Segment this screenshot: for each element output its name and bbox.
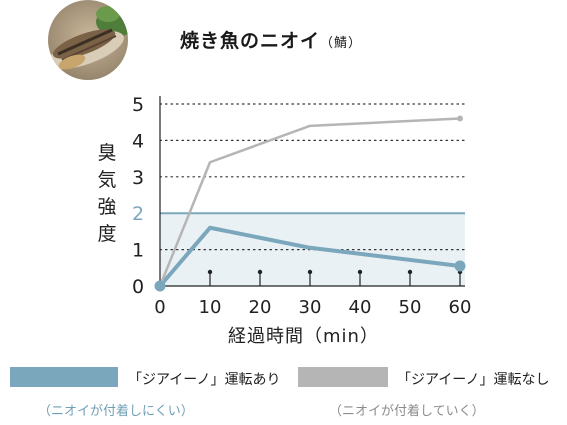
legend-swatch-with (10, 367, 118, 387)
y-tick-label: 4 (132, 130, 144, 152)
x-axis-label: 経過時間（min） (228, 326, 379, 347)
x-tick-dot (307, 269, 313, 275)
legend-note-with: （ニオイが付着しにくい） (38, 404, 194, 419)
x-tick-dot (357, 269, 363, 275)
legend-note-without: （ニオイが付着していく） (329, 404, 485, 419)
origin-point (154, 280, 166, 292)
x-tick-label: 60 (449, 297, 472, 318)
series-end-point-without (457, 115, 463, 122)
legend-label-without: 「ジアイーノ」運転なし (397, 372, 550, 388)
chart-title-main: 焼き魚のニオイ (180, 30, 321, 52)
y-tick-label: 5 (132, 94, 144, 116)
y-tick-label: 0 (132, 276, 144, 298)
x-tick-dot (257, 269, 263, 275)
y-axis-label-char: 臭 (97, 142, 117, 164)
y-tick-label: 3 (132, 167, 144, 189)
x-tick-label: 10 (199, 297, 222, 318)
legend-label-with: 「ジアイーノ」運転あり (128, 372, 281, 388)
x-tick-label: 40 (349, 297, 372, 318)
series-line-without (158, 117, 462, 288)
y-tick-label: 2 (132, 203, 144, 225)
chart-title: 焼き魚のニオイ（鯖） (180, 26, 362, 53)
x-tick-dot (407, 269, 413, 275)
x-tick-label: 50 (399, 297, 422, 318)
x-tick-label: 30 (299, 297, 322, 318)
legend-swatch-without (298, 367, 388, 387)
x-tick-label: 20 (249, 297, 272, 318)
series-line-with (158, 225, 462, 288)
x-tick-dot (207, 269, 213, 275)
chart-title-sub: （鯖） (320, 36, 363, 51)
x-tick-label: 0 (154, 297, 165, 318)
y-axis-label: 臭気強度 (95, 140, 119, 248)
y-axis-label-char: 気 (97, 169, 117, 191)
y-tick-label: 1 (132, 240, 144, 262)
y-axis-label-char: 強 (97, 196, 117, 218)
series-end-point-with (454, 260, 466, 272)
y-axis-label-char: 度 (97, 223, 117, 245)
